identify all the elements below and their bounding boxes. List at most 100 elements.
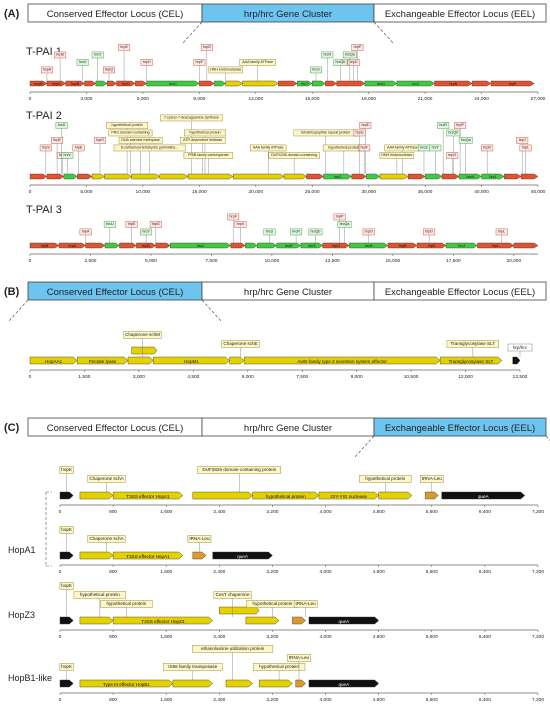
gene-callout-label: hrcU: [266, 230, 274, 234]
gene-label: GIY-YIG nuclease: [330, 494, 367, 499]
gene-label: hrcN: [466, 175, 474, 179]
axis-tick-label: 0: [29, 258, 32, 264]
axis-tick-label: 4,000: [320, 509, 332, 515]
gene-arrow: [245, 242, 258, 249]
gene-arrow: [520, 173, 539, 180]
gene-callout-label: hrpP: [354, 45, 362, 49]
axis-tick-label: 5,600: [426, 634, 438, 640]
gene-arrow: [219, 606, 260, 615]
locus-header-label: hrp/hrc Gene Cluster: [244, 423, 332, 434]
gene-label: hopB: [71, 82, 80, 86]
gene-arrow: [513, 242, 539, 249]
gene-arrow: [212, 551, 273, 560]
gene-callout-box: [106, 122, 149, 129]
axis-tick-label: 0: [29, 96, 32, 102]
gene-arrow: [458, 173, 482, 180]
gene-callout-label: hrcS: [312, 68, 320, 72]
track-title: T-PAI 2: [26, 110, 62, 122]
gene-arrow: [84, 80, 97, 87]
gene-callout-label: hrpP: [336, 215, 344, 219]
gene-callout-label: hrpO: [96, 138, 104, 142]
gene-callout-label: DUF3825 domain-containing protein: [202, 467, 276, 472]
axis-tick-label: 24,000: [474, 96, 489, 102]
gene-arrow: [29, 80, 48, 87]
axis-tick-label: 13,500: [513, 374, 528, 380]
gene-arrow: [229, 356, 245, 365]
panel-letter: (C): [4, 422, 20, 434]
gene-arrow: [242, 80, 279, 87]
gene-arrow: [192, 491, 253, 500]
gene-callout-box: [234, 221, 247, 228]
gene-callout-box: [458, 137, 473, 144]
gene-arrow: [407, 173, 426, 180]
gene-label: hrpB: [399, 244, 407, 248]
gene-callout-label: tRNA-Leu: [189, 536, 210, 541]
gene-arrow: [79, 616, 114, 625]
gene-label: hrcJ: [412, 82, 419, 86]
gene-arrow: [63, 173, 78, 180]
gene-callout-label: 7-cyano-7-deazaguanine synthase: [164, 116, 219, 120]
gene-label: hrpL: [492, 244, 499, 248]
gene-arrow: [245, 616, 280, 625]
gene-callout-box: [140, 59, 153, 66]
axis-tick-label: 5,000: [80, 189, 92, 195]
gene-callout-box: [91, 51, 104, 59]
gene-callout-box: [293, 600, 318, 608]
gene-callout-label: hrpG: [203, 45, 211, 49]
gene-label: hrcC: [197, 244, 205, 248]
gene-callout-label: hopA: [43, 68, 52, 72]
gene-callout-box: [59, 526, 74, 534]
gene-callout-label: hypothetical protein: [189, 131, 220, 135]
gene-callout-box: [379, 152, 415, 159]
gene-label: hrcC: [169, 82, 177, 86]
gene-arrow: [77, 173, 93, 180]
gene-callout-box: [103, 66, 115, 74]
gene-label: hrpK: [428, 244, 436, 248]
gene-arrow: [95, 80, 108, 87]
gene-arrow: [79, 679, 174, 688]
gene-callout-label: hypothetical protein: [253, 601, 293, 606]
gene-callout-box: [308, 228, 323, 236]
axis-tick-label: 1,500: [78, 374, 90, 380]
panel-letter: (B): [4, 286, 20, 298]
gene-arrow: [29, 173, 48, 180]
gene-arrow: [104, 242, 120, 249]
gene-callout-label: hypothetical protein: [111, 123, 142, 127]
gene-callout-label: hrcU: [58, 123, 66, 127]
axis-tick-label: 6,400: [479, 509, 491, 515]
gene-callout-box: [61, 152, 74, 159]
gene-arrow: [318, 491, 379, 500]
gene-callout-box: [123, 331, 162, 339]
gene-callout-label: HNH endonuclease: [381, 153, 412, 157]
axis-tick-label: 4,800: [373, 634, 385, 640]
gene-arrow: [471, 80, 492, 87]
gene-arrow: [46, 173, 65, 180]
axis-tick-label: 2,400: [213, 569, 225, 575]
axis-tick-label: 800: [109, 697, 117, 703]
gene-callout-label: hrpP: [456, 123, 464, 127]
gene-callout-label: hypothetical protein: [106, 601, 146, 606]
axis-tick-label: 10,000: [136, 189, 151, 195]
gene-callout-box: [268, 152, 320, 159]
gene-label: hrpD: [142, 244, 150, 248]
axis-tick-label: 3,200: [266, 634, 278, 640]
gene-arrow: [59, 551, 74, 560]
gene-arrow: [91, 173, 105, 180]
gene-label: hrcR: [285, 244, 293, 248]
axis-tick-label: 9,000: [351, 374, 363, 380]
axis-tick-label: 5,600: [426, 697, 438, 703]
gene-arrow: [146, 80, 200, 87]
gene-callout-label: hrcR: [323, 53, 331, 57]
gene-callout-label: hrcV: [142, 230, 150, 234]
gene-arrow: [127, 356, 154, 365]
gene-arrow: [441, 173, 460, 180]
gene-callout-box: [495, 228, 508, 236]
gene-label: Pectate lyase: [89, 359, 117, 364]
gene-callout-box: [213, 591, 252, 599]
panel-letter: (A): [4, 8, 20, 20]
axis-tick-label: 15,000: [305, 96, 320, 102]
gene-callout-label: Chaperone schM: [125, 332, 160, 337]
gene-callout-label: hrpL: [522, 146, 529, 150]
axis-tick-label: 6,400: [479, 569, 491, 575]
gene-callout-box: [446, 152, 459, 159]
